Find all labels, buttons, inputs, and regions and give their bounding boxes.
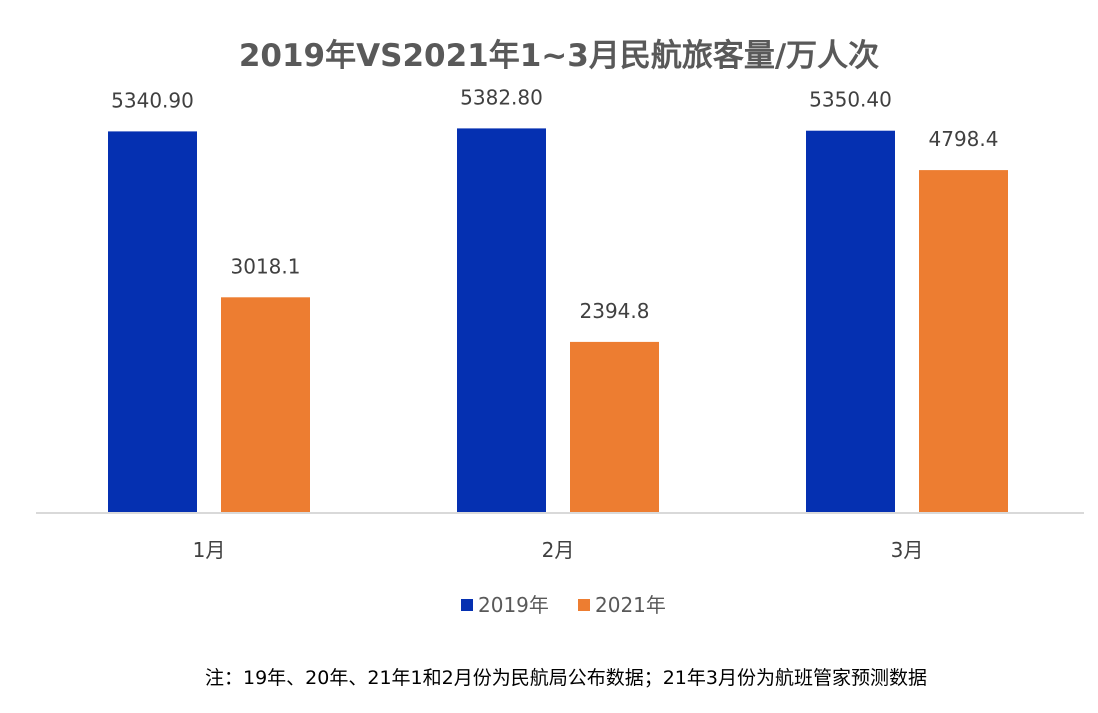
data-label-series-1-2: 5382.80: [460, 85, 543, 109]
bar-series-1-2: [457, 128, 546, 513]
legend-label-2: 2021年: [595, 593, 666, 617]
data-label-series-2-3: 4798.4: [929, 127, 999, 151]
legend: 2019年 2021年: [461, 593, 666, 617]
chart-title: 2019年VS2021年1~3月民航旅客量/万人次: [239, 38, 879, 74]
data-label-series-1-3: 5350.40: [809, 88, 892, 112]
bars-layer: [108, 128, 1008, 513]
category-labels-layer: 1月 2月 3月: [193, 538, 924, 562]
legend-swatch-1: [461, 599, 473, 611]
legend-swatch-2: [578, 599, 590, 611]
category-label-3: 3月: [891, 538, 924, 562]
bar-series-1-3: [806, 131, 895, 513]
bar-series-2-3: [919, 170, 1008, 513]
chart-container: 2019年VS2021年1~3月民航旅客量/万人次 5340.90 5382.80…: [0, 0, 1098, 709]
data-label-series-2-2: 2394.8: [580, 299, 650, 323]
data-label-series-2-1: 3018.1: [231, 254, 301, 278]
bar-series-1-1: [108, 131, 197, 513]
bar-series-2-1: [221, 297, 310, 513]
legend-label-1: 2019年: [478, 593, 549, 617]
bar-chart: 2019年VS2021年1~3月民航旅客量/万人次 5340.90 5382.80…: [0, 0, 1098, 709]
footnote: 注：19年、20年、21年1和2月份为民航局公布数据；21年3月份为航班管家预测…: [205, 667, 927, 689]
category-label-2: 2月: [542, 538, 575, 562]
category-label-1: 1月: [193, 538, 226, 562]
bar-series-2-2: [570, 342, 659, 513]
data-label-series-1-1: 5340.90: [111, 88, 194, 112]
